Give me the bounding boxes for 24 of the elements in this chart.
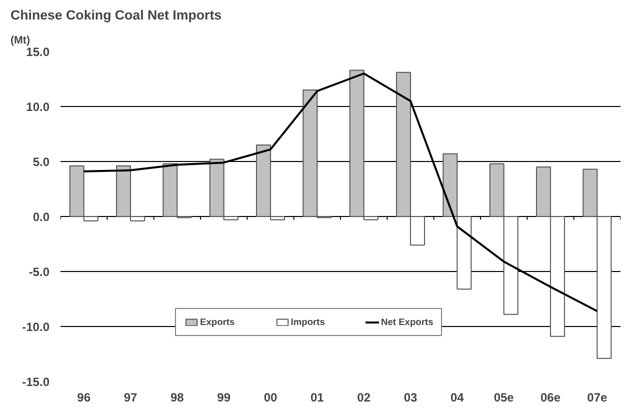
y-tick-label: 5.0 bbox=[32, 155, 50, 169]
legend-label: Net Exports bbox=[380, 317, 434, 327]
y-tick-label: 0.0 bbox=[32, 210, 50, 224]
x-tick-label: 00 bbox=[264, 390, 278, 404]
x-tick-label: 99 bbox=[217, 390, 231, 404]
y-axis-title: (Mt) bbox=[10, 34, 30, 46]
y-tick-label: 15.0 bbox=[26, 45, 50, 59]
legend-label: Imports bbox=[290, 317, 325, 327]
x-tick-label: 97 bbox=[124, 390, 138, 404]
x-tick-label: 06e bbox=[540, 390, 561, 404]
y-tick-label: -15.0 bbox=[22, 375, 50, 389]
x-tick-label: 02 bbox=[357, 390, 371, 404]
x-tick-label: 98 bbox=[170, 390, 184, 404]
legend-label: Exports bbox=[200, 317, 235, 327]
chart-title: Chinese Coking Coal Net Imports bbox=[10, 8, 222, 22]
y-tick-label: 10.0 bbox=[26, 100, 50, 114]
x-tick-label: 01 bbox=[310, 390, 324, 404]
x-tick-label: 05e bbox=[494, 390, 514, 404]
x-tick-label: 03 bbox=[404, 390, 418, 404]
y-tick-label: -5.0 bbox=[28, 265, 50, 279]
x-tick-label: 07e bbox=[587, 390, 608, 404]
y-tick-label: -10.0 bbox=[22, 320, 50, 334]
x-tick-label: 96 bbox=[77, 390, 91, 404]
x-tick-label: 04 bbox=[450, 390, 464, 404]
